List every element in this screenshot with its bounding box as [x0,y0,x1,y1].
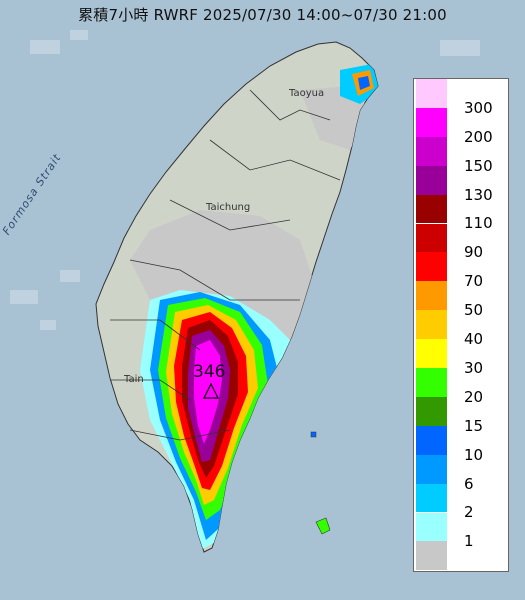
city-label-taichung: Taichung [206,202,251,213]
legend-swatch [416,223,447,253]
legend-label: 110 [464,214,493,233]
max-marker-icon [202,382,220,399]
legend-swatch [416,79,447,108]
orchid-island [315,517,331,535]
legend-row: 70 [414,252,508,290]
legend-row: 110 [414,194,508,232]
map-title: 累積7小時 RWRF 2025/07/30 14:00~07/30 21:00 [78,6,447,24]
legend-swatch [416,396,447,426]
rainfall-legend: 300 200 150 130 110 90 70 50 40 30 20 15 10 6 2 1 [413,78,509,572]
county-borders [110,89,341,441]
legend-swatch [416,136,447,166]
legend-swatch [416,541,447,571]
legend-label: 2 [464,503,474,522]
legend-label: 130 [464,185,493,204]
legend-row: 50 [414,281,508,319]
legend-label: 30 [464,358,484,377]
legend-swatch [416,310,447,340]
legend-label: 6 [464,474,474,493]
legend-swatch [416,483,447,513]
legend-label: 1 [464,532,474,551]
rainfall-layer [130,64,378,550]
city-label-tainan: Tain [124,374,144,385]
legend-swatch [416,281,447,311]
legend-swatch [416,512,447,542]
legend-row: 150 [414,136,508,175]
legend-swatch [416,339,447,368]
legend-row: 300 [414,79,508,117]
legend-swatch [416,454,447,484]
legend-label: 300 [464,98,493,117]
green-island [310,431,317,438]
legend-label: 150 [464,156,493,175]
legend-row: 2 [414,483,508,521]
legend-row: 200 [414,107,508,146]
sea-texture [10,30,480,330]
legend-swatch [416,368,447,397]
legend-row: 20 [414,368,508,406]
legend-label: 90 [464,243,484,262]
legend-row: 30 [414,339,508,377]
legend-label: 20 [464,387,484,406]
legend-swatch [416,252,447,282]
legend-swatch [416,425,447,455]
legend-label: 70 [464,272,484,291]
legend-row: 130 [414,165,508,204]
legend-label: 200 [464,127,493,146]
legend-swatch [416,107,447,137]
legend-swatch [416,165,447,195]
legend-row: 6 [414,454,508,493]
max-rainfall-value: 346 [193,362,226,382]
legend-label: 10 [464,445,484,464]
legend-row: 10 [414,425,508,464]
legend-label: 15 [464,416,484,435]
city-label-taoyuan: Taoyua [289,88,325,99]
legend-row: 40 [414,310,508,348]
legend-row: 1 [414,512,508,550]
legend-label: 50 [464,301,484,320]
legend-row: 90 [414,223,508,261]
legend-label: 40 [464,330,484,349]
legend-row: 15 [414,396,508,435]
legend-row [414,541,508,571]
legend-swatch [416,194,447,224]
